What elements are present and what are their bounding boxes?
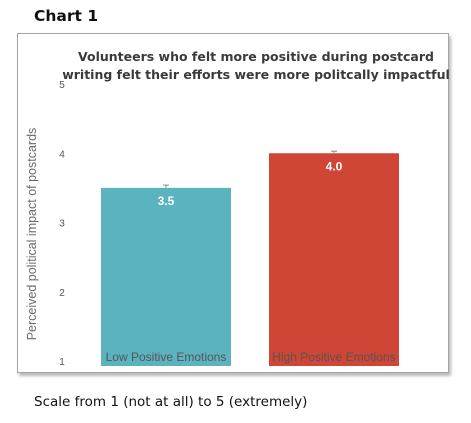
y-tick-label-1: 1 xyxy=(59,357,65,368)
data-label-2: 4.0 xyxy=(326,159,343,173)
bar-2 xyxy=(269,153,399,366)
chart-title-line-1: Volunteers who felt more positive during… xyxy=(78,49,434,64)
y-axis-label: Perceived political impact of postcards xyxy=(25,128,39,341)
bar-1 xyxy=(101,187,231,366)
x-tick-label-1: Low Positive Emotions xyxy=(106,350,227,364)
chart-caption: Scale from 1 (not at all) to 5 (extremel… xyxy=(34,394,308,410)
chart-heading: Chart 1 xyxy=(34,7,99,25)
y-tick-label-5: 5 xyxy=(59,80,65,91)
chart-title-line-2: writing felt their efforts were more pol… xyxy=(62,67,450,82)
x-tick-label-2: High Positive Emotions xyxy=(272,350,395,364)
y-tick-label-3: 3 xyxy=(59,219,65,230)
bar-chart: Volunteers who felt more positive during… xyxy=(25,49,450,368)
chart-frame: Volunteers who felt more positive during… xyxy=(17,33,450,373)
y-tick-label-2: 2 xyxy=(59,288,65,299)
y-tick-label-4: 4 xyxy=(59,149,65,160)
data-label-1: 3.5 xyxy=(158,194,175,208)
